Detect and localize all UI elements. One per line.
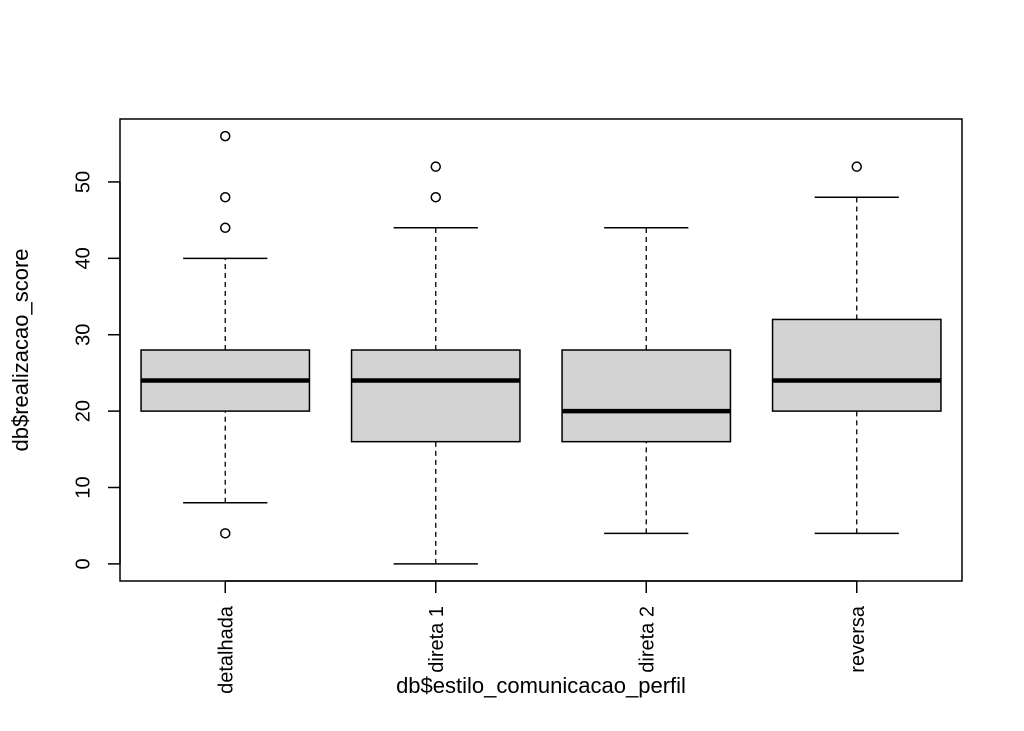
x-tick-label: direta 2 (636, 606, 658, 673)
y-tick-label: 20 (72, 400, 94, 422)
iqr-box (350, 349, 521, 443)
y-tick-label: 30 (72, 324, 94, 346)
outlier-point (430, 191, 441, 203)
x-axis: detalhada direta 1 direta 2 reversa (215, 580, 869, 694)
iqr-box (561, 349, 732, 443)
box-reversa (771, 161, 942, 535)
outlier-point (220, 528, 231, 539)
boxes-group (140, 130, 942, 565)
y-tick-label: 40 (72, 247, 94, 269)
x-axis-label: db$estilo_comunicacao_perfil (396, 673, 686, 698)
box-direta-2 (561, 227, 732, 535)
y-tick-label: 10 (72, 476, 94, 498)
box-detalhada (140, 130, 311, 539)
outlier-point (851, 161, 862, 172)
x-tick-label: direta 1 (426, 606, 448, 673)
outlier-point (220, 191, 231, 203)
y-axis-label: db$realizacao_score (8, 248, 33, 451)
outlier-point (220, 222, 231, 234)
outlier-point (220, 130, 231, 142)
iqr-box (771, 318, 942, 412)
x-tick-label: detalhada (215, 605, 237, 694)
x-tick-label: reversa (847, 605, 869, 673)
y-tick-label: 0 (72, 558, 94, 569)
y-axis: 0 10 20 30 40 50 (72, 171, 121, 569)
box-direta-1 (350, 161, 521, 565)
y-tick-label: 50 (72, 171, 94, 193)
outlier-point (430, 161, 441, 172)
